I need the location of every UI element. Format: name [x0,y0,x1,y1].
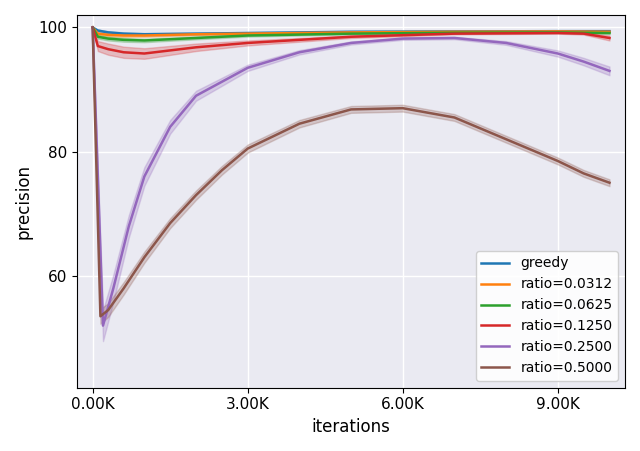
Y-axis label: precision: precision [15,164,33,239]
ratio=0.2500 [99,323,107,328]
greedy [244,30,252,36]
ratio=0.1250 [104,46,112,52]
X-axis label: iterations: iterations [312,418,390,436]
ratio=0.2500 [244,65,252,70]
Line: ratio=0.0625: ratio=0.0625 [93,28,609,41]
ratio=0.1250 [192,45,200,50]
ratio=0.2500 [166,124,174,129]
ratio=0.2500 [89,25,97,30]
greedy [120,31,127,37]
ratio=0.5000 [605,180,613,185]
greedy [605,28,613,34]
ratio=0.0312 [605,29,613,34]
ratio=0.2500 [348,40,355,46]
greedy [451,29,458,34]
greedy [141,32,148,37]
Line: ratio=0.1250: ratio=0.1250 [93,28,609,54]
ratio=0.5000 [399,106,406,111]
ratio=0.0625 [605,30,613,36]
ratio=0.2500 [109,285,117,291]
ratio=0.2500 [554,51,562,56]
ratio=0.5000 [296,121,303,126]
ratio=0.1250 [120,50,127,55]
ratio=0.0312 [141,33,148,38]
ratio=0.1250 [580,31,588,37]
ratio=0.1250 [605,35,613,41]
ratio=0.2500 [125,224,132,229]
Line: ratio=0.0312: ratio=0.0312 [93,28,609,36]
ratio=0.2500 [141,174,148,179]
ratio=0.5000 [104,308,112,313]
ratio=0.5000 [192,193,200,198]
ratio=0.5000 [451,115,458,120]
ratio=0.0625 [348,31,355,37]
ratio=0.1250 [94,43,102,49]
ratio=0.0625 [89,25,97,30]
ratio=0.0625 [554,30,562,35]
ratio=0.5000 [218,168,226,173]
ratio=0.5000 [89,25,97,30]
ratio=0.5000 [120,285,127,291]
greedy [94,28,102,33]
ratio=0.5000 [502,137,510,142]
ratio=0.0312 [104,32,112,37]
ratio=0.0312 [120,33,127,38]
ratio=0.0312 [89,25,97,30]
greedy [554,28,562,34]
ratio=0.2500 [502,40,510,46]
ratio=0.0312 [94,31,102,37]
ratio=0.0625 [104,36,112,41]
ratio=0.2500 [580,59,588,64]
Line: greedy: greedy [93,28,609,34]
ratio=0.1250 [141,51,148,56]
ratio=0.0312 [451,29,458,34]
ratio=0.1250 [554,30,562,36]
ratio=0.1250 [348,34,355,39]
ratio=0.2500 [451,35,458,41]
ratio=0.1250 [244,40,252,46]
ratio=0.0312 [348,30,355,35]
Line: ratio=0.2500: ratio=0.2500 [93,28,609,326]
ratio=0.2500 [296,50,303,55]
ratio=0.0625 [192,35,200,41]
ratio=0.2500 [399,36,406,41]
ratio=0.0312 [192,32,200,37]
ratio=0.1250 [451,31,458,37]
ratio=0.5000 [141,254,148,260]
Line: ratio=0.5000: ratio=0.5000 [93,28,609,316]
ratio=0.1250 [89,25,97,30]
Legend: greedy, ratio=0.0312, ratio=0.0625, ratio=0.1250, ratio=0.2500, ratio=0.5000: greedy, ratio=0.0312, ratio=0.0625, rati… [476,251,618,381]
ratio=0.0625 [451,30,458,36]
ratio=0.5000 [554,158,562,164]
ratio=0.2500 [192,93,200,98]
ratio=0.0625 [94,34,102,39]
ratio=0.0625 [120,37,127,42]
ratio=0.0312 [554,29,562,34]
ratio=0.0312 [244,31,252,37]
ratio=0.2500 [605,68,613,74]
ratio=0.5000 [244,146,252,151]
greedy [348,29,355,34]
ratio=0.0625 [244,33,252,38]
ratio=0.5000 [166,221,174,226]
greedy [192,31,200,37]
ratio=0.5000 [580,170,588,176]
ratio=0.5000 [97,313,104,319]
ratio=0.5000 [348,107,355,112]
greedy [89,25,97,30]
ratio=0.0625 [141,38,148,43]
greedy [104,30,112,35]
